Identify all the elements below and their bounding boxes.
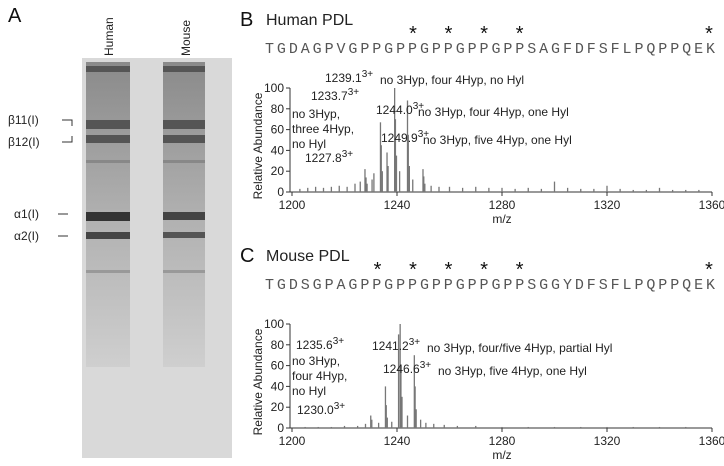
x-tick-label: 1200 (279, 198, 306, 212)
band-pointers (58, 119, 73, 237)
peak-mz: 1246.6 (383, 362, 420, 376)
peak-mz: 1227.8 (305, 151, 342, 165)
peak-label: 1227.83+ (305, 149, 353, 165)
peak-mz: 1241.2 (372, 339, 409, 353)
peak-charge: 3+ (420, 360, 432, 371)
y-tick-label: 60 (271, 359, 285, 373)
peak-mz: 1249.9 (381, 131, 418, 145)
peak-charge: 3+ (334, 401, 346, 412)
y-tick-label: 20 (271, 164, 285, 178)
peak-mz: 1235.6 (296, 338, 333, 352)
y-tick-label: 80 (271, 102, 285, 116)
peak-label: 1244.03+ (376, 101, 424, 117)
panel-label: A (8, 5, 22, 27)
y-tick-label: 0 (277, 185, 284, 199)
peak-charge: 3+ (362, 69, 374, 80)
gel-bands (86, 66, 205, 273)
peak-label: 1233.73+ (311, 87, 359, 103)
peak-note: no 3Hyp, (292, 107, 340, 121)
peak-mz: 1230.0 (297, 403, 334, 417)
x-tick-label: 1200 (279, 434, 306, 448)
y-tick-label: 40 (271, 379, 285, 393)
peak-note: no 3Hyp, four/five 4Hyp, partial Hyl (427, 341, 612, 355)
peak-label: 1239.13+ (325, 69, 373, 85)
x-tick-label: 1360 (699, 198, 724, 212)
peak-charge: 3+ (342, 149, 354, 160)
y-tick-label: 20 (271, 400, 285, 414)
peak-note: no Hyl (292, 137, 326, 151)
peak-label: 1235.63+ (296, 336, 344, 352)
y-tick-label: 0 (277, 421, 284, 435)
x-axis-label: m/z (492, 448, 511, 462)
peak-charge: 3+ (418, 129, 430, 140)
peak-note: no 3Hyp, five 4Hyp, one Hyl (423, 133, 572, 147)
x-tick-label: 1240 (384, 198, 411, 212)
x-tick-label: 1240 (384, 434, 411, 448)
x-tick-label: 1280 (489, 198, 516, 212)
y-tick-label: 60 (271, 123, 285, 137)
peak-label: 1230.03+ (297, 401, 345, 417)
peak-charge: 3+ (413, 101, 425, 112)
peak-charge: 3+ (348, 87, 360, 98)
peak-note: no Hyl (292, 384, 326, 398)
panel-label: B (240, 9, 253, 31)
peak-charge: 3+ (409, 337, 421, 348)
panel-label: C (240, 245, 254, 267)
y-tick-label: 100 (264, 317, 284, 331)
x-tick-label: 1320 (594, 198, 621, 212)
modification-marks: * * * * * (265, 25, 715, 48)
x-tick-label: 1360 (699, 434, 724, 448)
y-axis-label: Relative Abundance (251, 92, 265, 199)
x-tick-label: 1320 (594, 434, 621, 448)
peak-note: three 4Hyp, (292, 122, 354, 136)
panel-title: Mouse PDL (266, 248, 350, 265)
y-axis-label: Relative Abundance (251, 328, 265, 435)
peak-label: 1249.93+ (381, 129, 429, 145)
x-axis-label: m/z (492, 212, 511, 226)
band-label: β11(I) (8, 113, 39, 127)
band-label: α2(I) (14, 229, 39, 243)
y-tick-label: 40 (271, 143, 285, 157)
modification-marks: * * * * * * (265, 261, 715, 284)
panel-title: Human PDL (266, 12, 353, 29)
y-tick-label: 100 (264, 81, 284, 95)
y-tick-label: 80 (271, 338, 285, 352)
peak-note: no 3Hyp, four 4Hyp, no Hyl (380, 73, 524, 87)
peak-note: four 4Hyp, (292, 369, 347, 383)
peak-note: no 3Hyp, five 4Hyp, one Hyl (438, 364, 587, 378)
peak-mz: 1233.7 (311, 89, 348, 103)
peak-note: no 3Hyp, (292, 354, 340, 368)
lane-label: Mouse (179, 20, 193, 56)
peak-charge: 3+ (333, 336, 345, 347)
peak-label: 1246.63+ (383, 360, 431, 376)
peak-mz: 1244.0 (376, 103, 413, 117)
band-label: α1(I) (14, 207, 39, 221)
band-label: β12(I) (8, 135, 40, 149)
x-tick-label: 1280 (489, 434, 516, 448)
lane-label: Human (102, 17, 116, 56)
peak-note: no 3Hyp, four 4Hyp, one Hyl (418, 105, 569, 119)
peak-label: 1241.23+ (372, 337, 420, 353)
peak-mz: 1239.1 (325, 71, 362, 85)
